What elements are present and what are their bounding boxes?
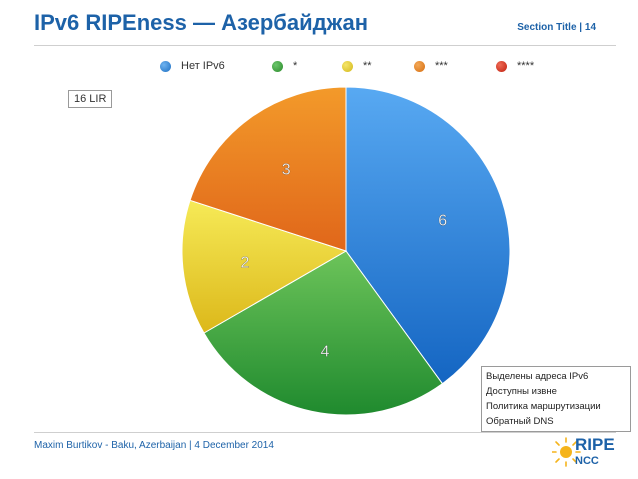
criteria-notes: Выделены адреса IPv6 Доступны извне Поли… (481, 366, 631, 432)
note-line: Доступны извне (486, 386, 557, 397)
ripe-ncc-logo (552, 437, 581, 467)
legend-swatch-2star (342, 60, 353, 72)
logo-text-ncc: NCC (575, 455, 599, 467)
pie-slice (189, 86, 347, 252)
pie-slice (181, 199, 348, 334)
note-line: Политика маршрутизации (486, 401, 601, 412)
section-title: Section Title | 14 (517, 22, 596, 33)
slice-value-label: 6 (438, 213, 447, 230)
bottom-divider (34, 432, 616, 433)
legend-swatch-none (160, 60, 171, 72)
pie-slice (203, 250, 444, 416)
slice-value-label: 2 (240, 255, 249, 272)
slide-title: IPv6 RIPEness — Азербайджан (34, 10, 368, 35)
slice-value-label: 4 (320, 344, 329, 361)
legend-swatch-4star (496, 60, 507, 72)
legend-swatch-1star (272, 60, 283, 72)
lir-count-label: 16 LIR (68, 90, 113, 108)
legend-item-1star: * (272, 60, 297, 72)
slice-value-label: 3 (282, 162, 291, 179)
note-line: Выделены адреса IPv6 (486, 371, 589, 382)
legend-item-3star: *** (414, 60, 448, 72)
legend-item-2star: ** (342, 60, 372, 72)
legend-swatch-3star (414, 60, 425, 72)
sun-burst-icon (552, 437, 581, 467)
legend-label: * (293, 60, 298, 72)
legend-label: *** (435, 60, 448, 72)
legend-label: Нет IPv6 (181, 60, 225, 72)
footer-text: Maxim Burtikov - Baku, Azerbaijan | 4 De… (34, 440, 274, 451)
legend-label: ** (363, 60, 372, 72)
chart-legend: Нет IPv6 * ** *** **** (0, 60, 638, 76)
legend-item-none: Нет IPv6 (160, 60, 225, 72)
logo-text-ripe: RIPE (575, 435, 615, 454)
pie-slice (345, 86, 511, 385)
legend-label: **** (517, 60, 535, 72)
legend-item-4star: **** (496, 60, 534, 72)
top-divider (34, 45, 616, 46)
note-line: Обратный DNS (486, 416, 554, 427)
